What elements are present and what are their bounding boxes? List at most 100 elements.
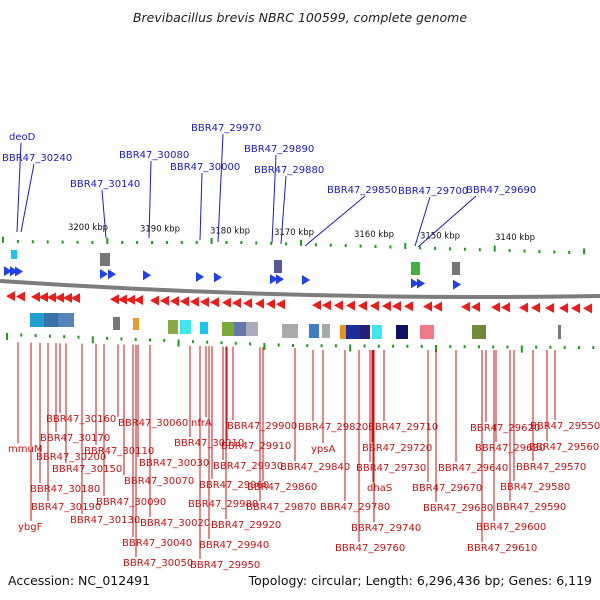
forward-gene-arrow: [143, 270, 151, 281]
reverse-gene-arrow: [491, 302, 500, 313]
top-tick: [300, 239, 302, 246]
reverse-gene-arrow: [160, 295, 169, 306]
feature-box: [44, 313, 58, 327]
kbp-label-3160-kbp: 3160 kbp: [354, 230, 394, 240]
reverse-gene-arrow: [16, 291, 25, 302]
bottom-tick: [77, 335, 80, 339]
gene-label-bbr47-29640: BBR47_29640: [438, 463, 508, 474]
reverse-gene-arrow: [255, 298, 264, 309]
top-tick: [404, 242, 407, 249]
forward-gene-arrow: [453, 279, 461, 290]
gene-label-bbr47-29950: BBR47_29950: [190, 560, 260, 571]
reverse-gene-arrow: [31, 291, 40, 302]
top-tick: [61, 240, 64, 244]
feature-box: [180, 320, 191, 334]
label-leader-line: [417, 195, 477, 248]
gene-label-bbr47-30010: BBR47_30010: [174, 438, 244, 449]
top-tick: [76, 240, 79, 244]
bottom-tick: [277, 343, 280, 347]
feature-box: [11, 250, 17, 259]
gene-label-bbr47-29580: BBR47_29580: [500, 482, 570, 493]
reverse-gene-arrow: [6, 291, 15, 302]
bottom-tick: [234, 341, 237, 345]
bottom-tick: [377, 344, 380, 348]
reverse-gene-arrow: [312, 300, 321, 311]
bottom-tick: [578, 346, 580, 349]
forward-gene-arrow: [302, 275, 310, 286]
reverse-gene-arrow: [545, 302, 554, 313]
feature-box: [246, 322, 258, 336]
label-leader-line: [271, 154, 277, 244]
label-leader-line: [217, 133, 224, 243]
feature-box: [282, 324, 298, 338]
bottom-tick: [392, 344, 395, 348]
gene-label-bbr47-29780: BBR47_29780: [320, 502, 390, 513]
reverse-gene-arrow: [461, 301, 470, 312]
bottom-tick: [120, 337, 123, 341]
top-tick: [553, 250, 556, 254]
gene-label-bbr47-29690: BBR47_29690: [466, 185, 536, 196]
map-title: Brevibacillus brevis NBRC 100599, comple…: [133, 10, 467, 25]
bottom-gene-labels: BBR47_30160BBR47_30170mmuMBBR47_30200BBR…: [8, 414, 600, 571]
top-tick: [359, 244, 362, 248]
top-tick: [374, 245, 377, 249]
gene-label-bbr47-29600: BBR47_29600: [476, 522, 546, 533]
kbp-label-3180-kbp: 3180 kbp: [210, 226, 250, 236]
reverse-gene-arrow: [190, 296, 199, 307]
gene-label-bbr47-29940: BBR47_29940: [199, 540, 269, 551]
reverse-gene-arrow: [559, 303, 568, 314]
bottom-tick: [6, 333, 8, 340]
reverse-gene-arrow: [382, 300, 391, 311]
gene-label-bbr47-30110: BBR47_30110: [84, 446, 154, 457]
gene-label-bbr47-30090: BBR47_30090: [96, 497, 166, 508]
gene-label-bbr47-29740: BBR47_29740: [351, 523, 421, 534]
bottom-tick: [420, 344, 423, 348]
bottom-tick-row: [6, 333, 595, 353]
top-tick: [508, 249, 511, 253]
feature-box: [222, 322, 234, 336]
reverse-gene-arrow: [423, 301, 432, 312]
feature-box: [309, 324, 319, 338]
reverse-gene-arrow: [370, 300, 379, 311]
forward-gene-arrow: [4, 266, 12, 277]
label-leader-line: [16, 142, 22, 233]
top-tick: [151, 241, 153, 244]
gene-label-bbr47-29620: BBR47_29620: [470, 423, 540, 434]
feature-box: [340, 325, 346, 339]
top-tick: [255, 241, 258, 245]
forward-strand: [4, 250, 461, 290]
top-tick: [538, 250, 541, 253]
top-tick: [165, 241, 168, 244]
kbp-label-3190-kbp: 3190 kbp: [140, 225, 180, 235]
kbp-label-3200-kbp: 3200 kbp: [68, 223, 108, 233]
topology-text: Topology: circular; Length: 6,296,436 bp…: [248, 573, 592, 588]
bottom-tick: [63, 335, 66, 339]
gene-label-bbr47-29720: BBR47_29720: [362, 443, 432, 454]
bottom-tick: [220, 341, 223, 345]
bottom-tick: [34, 334, 37, 338]
reverse-strand: [6, 291, 592, 339]
label-leader-line: [280, 175, 287, 245]
top-tick: [2, 236, 4, 243]
bottom-tick: [349, 344, 352, 352]
forward-gene-arrow: [411, 278, 419, 289]
feature-box: [274, 260, 282, 273]
gene-label-bbr47-29880: BBR47_29880: [254, 165, 324, 176]
gene-label-nfra: nfrA: [191, 418, 212, 429]
gene-label-bbr47-30180: BBR47_30180: [30, 484, 100, 495]
gene-label-bbr47-29700: BBR47_29700: [398, 186, 468, 197]
bottom-tick: [463, 345, 466, 349]
top-tick: [329, 243, 332, 247]
forward-gene-arrow: [15, 266, 23, 277]
reverse-gene-arrow: [110, 294, 119, 305]
feature-box: [372, 325, 382, 339]
reverse-gene-arrow: [334, 300, 343, 311]
gene-label-bbr47-30190: BBR47_30190: [31, 502, 101, 513]
kbp-label-3140-kbp: 3140 kbp: [495, 233, 535, 243]
reverse-gene-arrow: [433, 301, 442, 312]
bottom-tick: [177, 339, 180, 347]
label-leader-line: [20, 163, 35, 233]
bottom-tick: [163, 339, 166, 343]
